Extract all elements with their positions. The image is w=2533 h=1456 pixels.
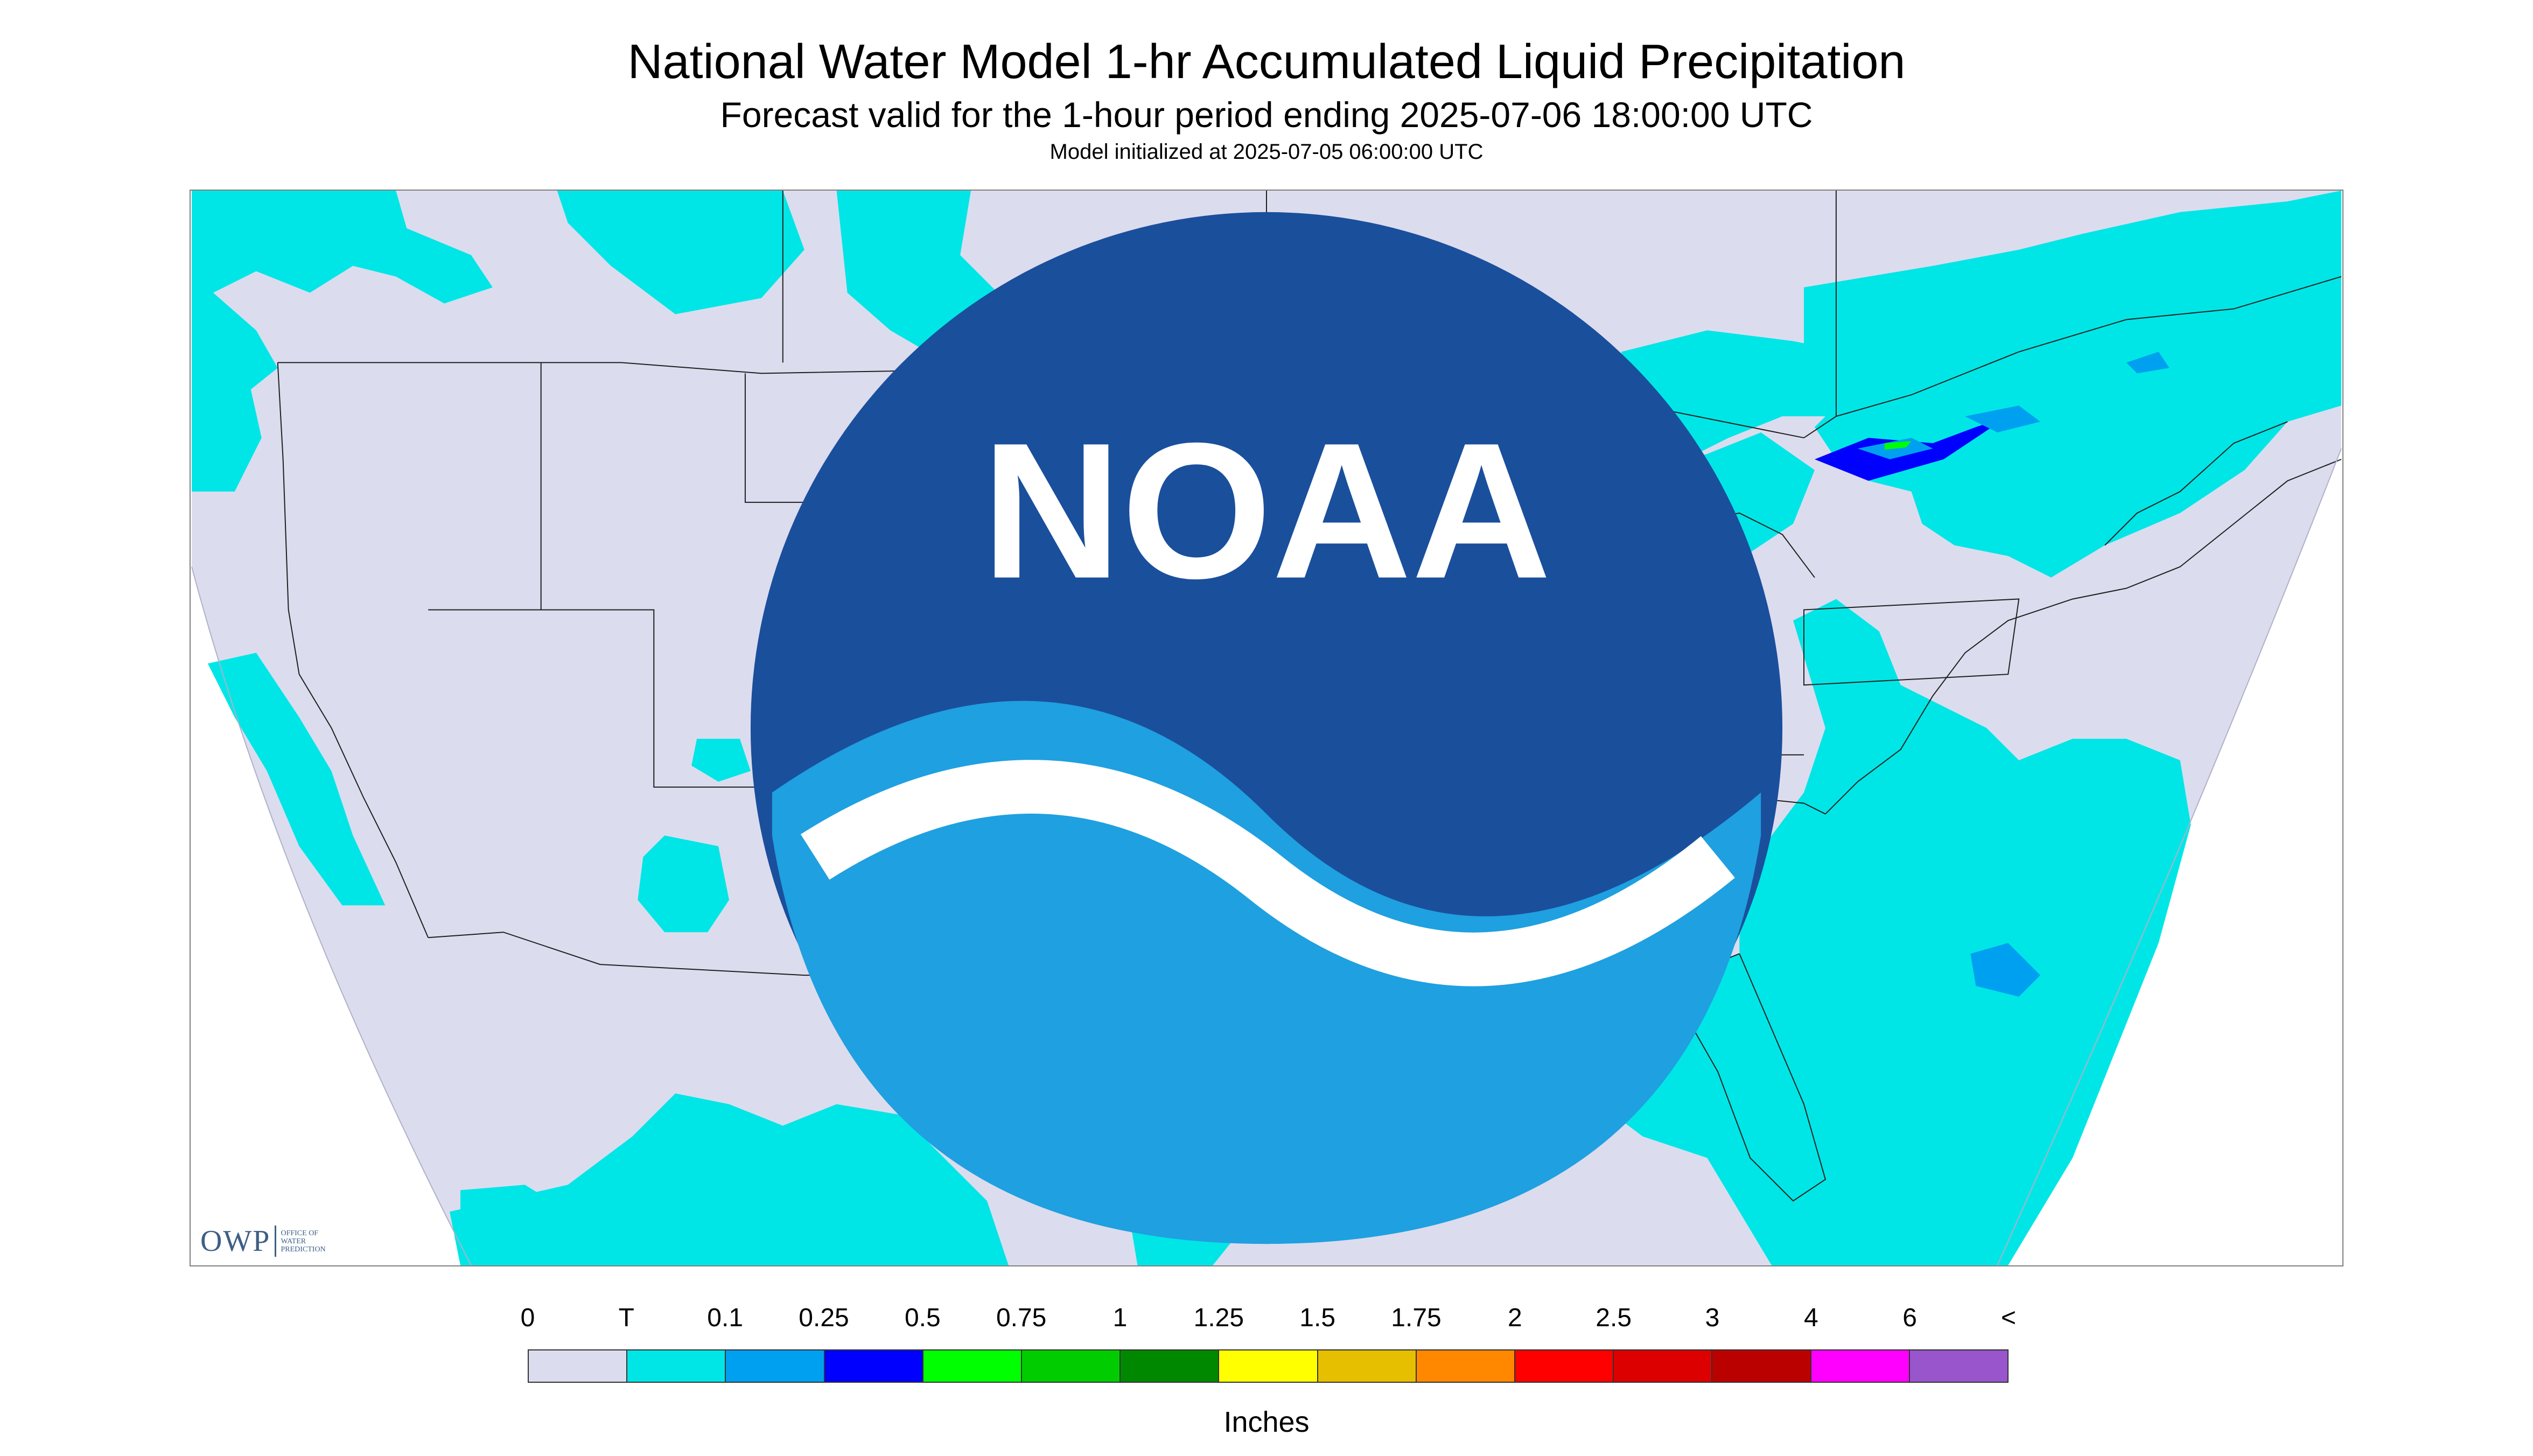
forecast-valid-subtitle: Forecast valid for the 1-hour period end… <box>720 95 1813 135</box>
legend-tick-label: 4 <box>1803 1304 1818 1332</box>
noaa-logo: NOAA <box>750 212 1783 1244</box>
legend-swatch <box>1022 1350 1121 1382</box>
legend-tick-label: 3 <box>1705 1304 1720 1332</box>
legend-swatch <box>726 1350 825 1382</box>
legend-swatch <box>1811 1350 1910 1382</box>
legend-swatch <box>1614 1350 1713 1382</box>
legend-swatch <box>1515 1350 1614 1382</box>
legend-swatch <box>1219 1350 1318 1382</box>
svg-text:NOAA: NOAA <box>982 403 1551 619</box>
precip-color-legend <box>528 1349 2009 1383</box>
domain-edges <box>191 448 2342 1265</box>
legend-tick-label: 1.25 <box>1193 1304 1244 1332</box>
legend-tick-label: 0.25 <box>799 1304 849 1332</box>
legend-swatch <box>1121 1350 1220 1382</box>
owp-logo-text: OWP <box>200 1224 271 1258</box>
legend-tick-label: 1.5 <box>1299 1304 1336 1332</box>
legend-tick-label: 1 <box>1112 1304 1128 1332</box>
legend-tick-label: 0 <box>520 1304 535 1332</box>
owp-logo: OWP OFFICE OF WATER PREDICTION <box>200 1222 326 1260</box>
legend-labels: 0 T 0.1 0.25 0.5 0.75 1 1.25 1.5 1.75 2 2.5 3 4 6 < <box>521 1303 2016 1335</box>
legend-swatch <box>1318 1350 1417 1382</box>
legend-swatch <box>824 1350 923 1382</box>
legend-tick-label: 6 <box>1902 1304 1918 1332</box>
legend-tick-label: 0.1 <box>707 1304 744 1332</box>
owp-logo-subtext: OFFICE OF WATER PREDICTION <box>281 1229 326 1254</box>
legend-swatch <box>627 1350 726 1382</box>
legend-units: Inches <box>1223 1406 1310 1438</box>
legend-swatch <box>1909 1350 2008 1382</box>
legend-swatch <box>923 1350 1023 1382</box>
legend-swatch <box>1712 1350 1811 1382</box>
legend-tick-label: 2.5 <box>1596 1304 1632 1332</box>
legend-swatch <box>1416 1350 1516 1382</box>
model-init-text: Model initialized at 2025-07-05 06:00:00… <box>1049 140 1484 164</box>
legend-tick-label: 0.75 <box>996 1304 1047 1332</box>
legend-tick-label: 2 <box>1507 1304 1522 1332</box>
legend-tick-label: 1.75 <box>1391 1304 1442 1332</box>
legend-tick-label: < <box>2000 1304 2017 1332</box>
legend-tick-label: T <box>618 1304 634 1332</box>
chart-title: National Water Model 1-hr Accumulated Li… <box>627 35 1906 89</box>
legend-swatch <box>529 1350 628 1382</box>
precipitation-map: OWP OFFICE OF WATER PREDICTION NOAA <box>190 190 2343 1266</box>
legend-tick-label: 0.5 <box>904 1304 941 1332</box>
